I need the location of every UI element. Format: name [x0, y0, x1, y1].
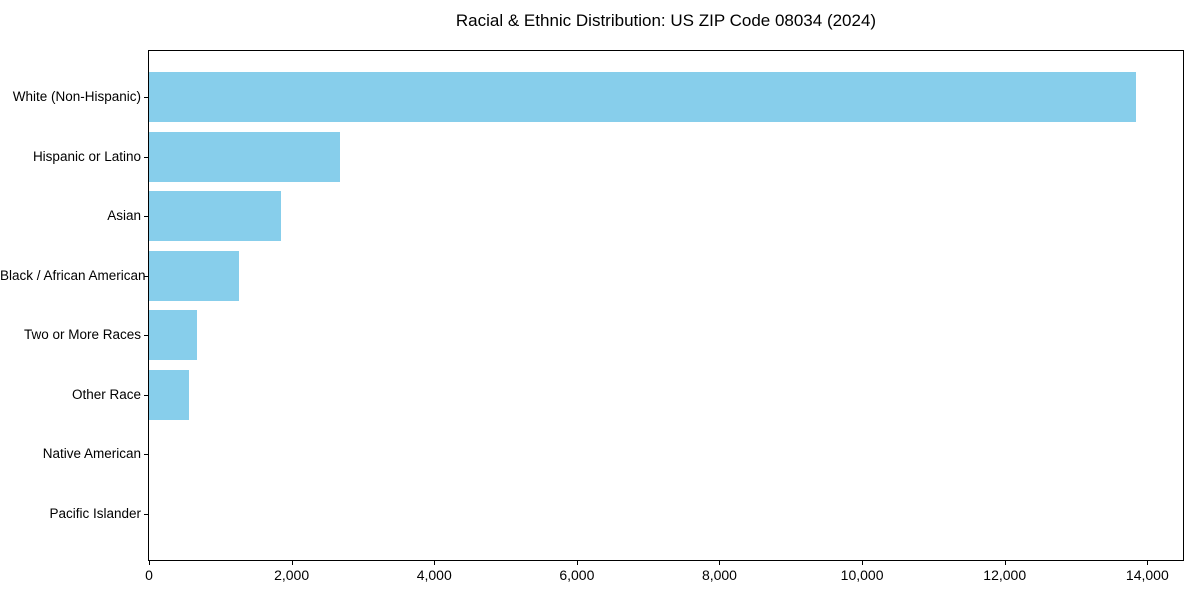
x-axis-tick: [862, 561, 864, 565]
x-axis-tick: [149, 561, 150, 565]
x-axis-tick: [1004, 561, 1006, 565]
x-tick-label: 0: [145, 567, 153, 583]
plot-area: [148, 50, 1184, 561]
y-axis-tick: [144, 97, 148, 98]
x-tick-label: 12,000: [983, 567, 1027, 583]
chart-title: Racial & Ethnic Distribution: US ZIP Cod…: [455, 11, 877, 30]
bar-other-race: [149, 369, 190, 420]
x-axis-tick: [1147, 561, 1149, 565]
y-axis-tick: [144, 216, 148, 218]
x-axis-tick: [719, 561, 721, 565]
x-tick-label: 2,000: [274, 567, 310, 583]
x-tick-label: 14,000: [1125, 567, 1169, 583]
y-axis-tick: [144, 335, 148, 337]
y-axis-tick: [144, 514, 148, 515]
x-axis-tick: [434, 561, 436, 565]
y-axis-tick: [144, 394, 148, 396]
x-tick-label: 4,000: [416, 567, 452, 583]
y-tick-label: Asian: [107, 208, 141, 224]
y-axis-tick: [144, 275, 148, 277]
y-tick-label: Pacific Islander: [49, 506, 141, 521]
y-tick-label: Hispanic or Latino: [32, 148, 141, 164]
x-axis-tick: [291, 561, 293, 565]
y-axis-tick: [144, 454, 148, 456]
bar-two-or-more-races: [149, 310, 198, 361]
x-tick-label: 6,000: [559, 567, 595, 583]
bar-black-african-american: [149, 250, 240, 301]
x-tick-label: 8,000: [701, 567, 737, 583]
y-tick-label: Black / African American: [0, 267, 146, 283]
y-tick-label: Other Race: [71, 386, 141, 402]
y-tick-label: Two or More Races: [23, 327, 141, 343]
bar-hispanic-or-latino: [149, 131, 341, 182]
y-tick-label: White (Non-Hispanic): [12, 89, 141, 104]
x-axis-tick: [576, 561, 578, 565]
y-tick-label: Native American: [42, 446, 141, 462]
x-tick-label: 10,000: [840, 567, 884, 583]
y-axis-tick: [144, 156, 148, 158]
bar-white-non-hispanic: [149, 72, 1136, 122]
bar-asian: [149, 191, 282, 242]
